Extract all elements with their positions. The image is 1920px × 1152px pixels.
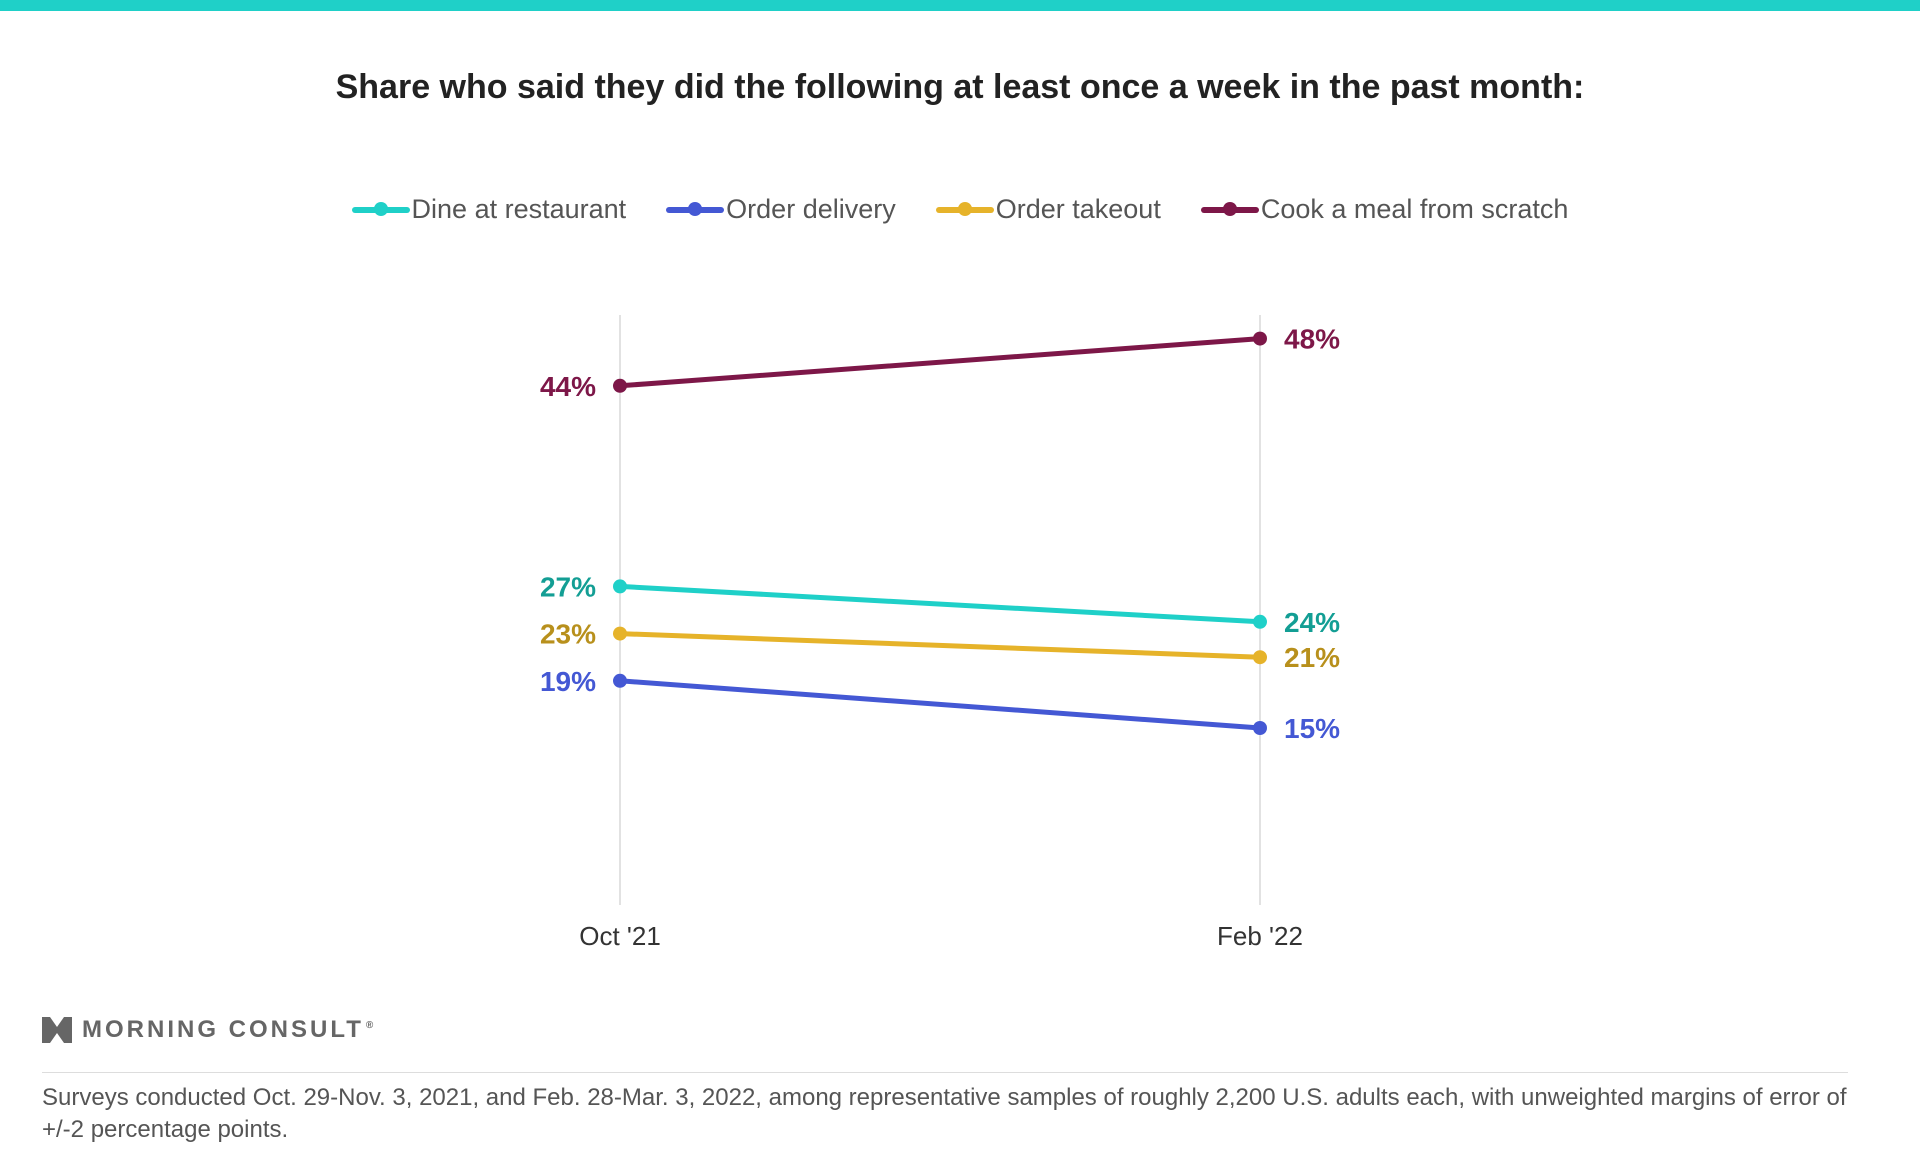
data-label: 19% bbox=[540, 666, 596, 697]
series-line-2 bbox=[617, 631, 1263, 660]
data-label: 48% bbox=[1284, 324, 1340, 355]
data-point bbox=[613, 378, 627, 393]
data-label: 27% bbox=[540, 571, 596, 602]
morning-consult-m-icon bbox=[42, 1017, 72, 1043]
series-line-3 bbox=[617, 336, 1263, 389]
legend-item-dine: Dine at restaurant bbox=[351, 194, 627, 225]
legend-swatch-cook bbox=[1200, 201, 1259, 216]
data-label: 24% bbox=[1284, 607, 1340, 638]
legend-swatch-dine bbox=[351, 201, 410, 216]
footer-divider bbox=[42, 1072, 1848, 1073]
data-label: 15% bbox=[1284, 713, 1340, 744]
data-label: 23% bbox=[540, 619, 596, 650]
data-point bbox=[613, 579, 627, 594]
x-tick-label: Feb '22 bbox=[1217, 921, 1303, 951]
legend-swatch-delivery bbox=[666, 201, 725, 216]
data-point bbox=[613, 673, 627, 688]
legend-label-dine: Dine at restaurant bbox=[411, 194, 627, 224]
legend-swatch-takeout bbox=[935, 201, 994, 216]
morning-consult-logo: MORNING CONSULT ® bbox=[42, 1016, 376, 1044]
footnote: Surveys conducted Oct. 29-Nov. 3, 2021, … bbox=[42, 1084, 1847, 1143]
x-tick-label: Oct '21 bbox=[579, 921, 661, 951]
data-label: 44% bbox=[540, 371, 596, 402]
legend-label-takeout: Order takeout bbox=[995, 194, 1161, 224]
logo-text: MORNING CONSULT ® bbox=[82, 1016, 377, 1043]
data-point bbox=[613, 626, 627, 641]
chart-legend: Dine at restaurant Order delivery Order … bbox=[0, 194, 1920, 225]
top-accent-bar bbox=[0, 0, 1920, 11]
chart-title: Share who said they did the following at… bbox=[335, 68, 1585, 106]
data-point bbox=[1253, 721, 1267, 735]
series-line-1 bbox=[617, 678, 1263, 731]
data-point bbox=[1253, 650, 1267, 665]
data-point bbox=[1253, 331, 1267, 346]
legend-item-cook: Cook a meal from scratch bbox=[1200, 194, 1569, 225]
legend-item-takeout: Order takeout bbox=[935, 194, 1161, 225]
legend-label-delivery: Order delivery bbox=[726, 194, 896, 224]
data-label: 21% bbox=[1284, 642, 1340, 673]
legend-label-cook: Cook a meal from scratch bbox=[1260, 194, 1569, 224]
data-point bbox=[1253, 614, 1267, 629]
legend-item-delivery: Order delivery bbox=[666, 194, 896, 225]
series-line-0 bbox=[617, 583, 1263, 625]
line-chart: Oct '21 Feb '22 27% 24% 19% 15% 23% 21% 44% 48% bbox=[540, 315, 1340, 951]
